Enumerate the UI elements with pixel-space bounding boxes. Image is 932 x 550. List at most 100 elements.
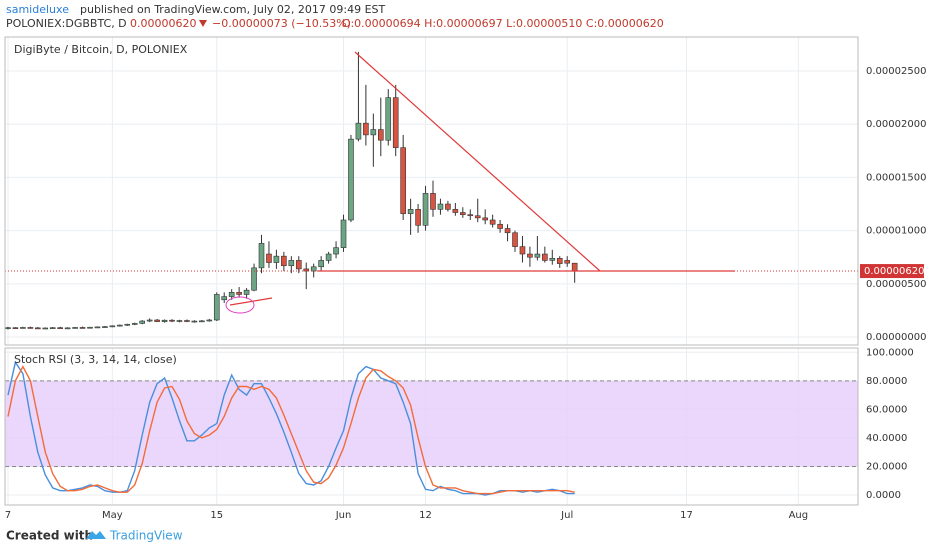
published: published on TradingView.com, July 02, 2…: [80, 3, 386, 16]
candle-body: [206, 319, 213, 322]
drawing: [229, 297, 273, 306]
candle-body: [467, 214, 474, 217]
y-tick-label: 100.0000: [866, 347, 914, 358]
candle-body: [527, 253, 533, 258]
y-tick-label: 20.0000: [866, 461, 907, 472]
candle-body: [109, 325, 116, 328]
candle-body: [392, 97, 399, 148]
stoch-title: Stoch RSI (3, 3, 14, 14, close): [14, 353, 177, 366]
x-tick-label: Jun: [335, 510, 352, 521]
y-tick-label: 0.00000500: [866, 279, 926, 290]
candle-body: [117, 324, 123, 327]
candle-body: [519, 246, 526, 255]
change: −0.00000073 (−10.53%): [212, 17, 351, 30]
candle-body: [251, 267, 257, 291]
candle-body: [94, 326, 101, 329]
candle-body: [161, 319, 168, 322]
candle-body: [57, 327, 63, 329]
candle-body: [5, 327, 11, 329]
x-tick-label: Jul: [560, 510, 573, 521]
candle-body: [79, 327, 86, 329]
y-tick-label: 0.0000: [866, 490, 901, 501]
candle-body: [534, 253, 541, 258]
candle-body: [310, 266, 317, 272]
candle-body: [452, 209, 459, 213]
y-tick-label: 0.00002000: [866, 119, 926, 130]
candle-body: [273, 255, 280, 263]
y-tick-label: 40.0000: [866, 433, 907, 444]
candle-body: [355, 122, 362, 140]
candle-body: [460, 212, 466, 215]
main-pane-border: [4, 36, 859, 346]
candle-body: [169, 319, 175, 322]
candle-body: [437, 203, 444, 210]
y-tick-label: 0.00001000: [866, 226, 926, 237]
x-tick-label: 15: [210, 510, 223, 521]
x-tick-label: 17: [680, 510, 693, 521]
band: [5, 380, 858, 467]
price: 0.00000620: [130, 17, 196, 30]
x-tick-label: Aug: [789, 510, 809, 521]
x-tick-label: May: [102, 510, 123, 521]
last-price-box: [860, 264, 924, 279]
candle-body: [571, 262, 578, 272]
trend-line: [354, 51, 601, 272]
candle-body: [400, 147, 406, 214]
candle-body: [482, 217, 488, 221]
candle-body: [340, 219, 347, 248]
x-tick-label: 12: [419, 510, 432, 521]
candle-body: [154, 319, 160, 322]
candle-body: [199, 320, 205, 323]
candle-body: [20, 327, 26, 329]
candle-body: [243, 289, 250, 295]
candle-body: [348, 138, 354, 221]
candle-body: [333, 247, 339, 255]
candle-body: [512, 232, 518, 247]
y-tick-label: 0.00002500: [866, 66, 926, 77]
candle-body: [564, 260, 571, 264]
y-tick-label: 0.00001500: [866, 172, 926, 183]
candle-body: [303, 268, 310, 272]
candle-body: [504, 228, 511, 234]
candle-body: [191, 320, 198, 323]
candle-body: [415, 209, 421, 226]
candle-body: [221, 296, 228, 301]
candle-body: [64, 327, 71, 330]
candle-body: [370, 129, 377, 136]
candle-body: [131, 323, 138, 325]
candle-body: [87, 326, 93, 329]
candle-body: [27, 327, 34, 329]
candle-body: [288, 260, 295, 267]
candle-body: [497, 223, 503, 229]
candle-body: [146, 319, 153, 322]
candle-body: [318, 260, 324, 268]
candle-body: [49, 327, 56, 329]
ohlc: O:0.00000694 H:0.00000697 L:0.00000510 C…: [342, 17, 664, 30]
candle-body: [489, 219, 496, 225]
last-price-label: 0.00000620: [864, 266, 924, 277]
footer-created: Created with: [6, 529, 93, 543]
candle-body: [42, 327, 49, 330]
logo: [86, 531, 106, 539]
candle-body: [385, 97, 392, 141]
candle-body: [124, 323, 131, 326]
x-tick-label: 7: [5, 510, 11, 521]
candle-body: [295, 260, 302, 270]
y-tick-label: 0.00000000: [866, 332, 926, 343]
main-title: DigiByte / Bitcoin, D, POLONIEX: [14, 43, 188, 56]
candle-body: [445, 203, 451, 210]
candle-body: [12, 327, 19, 329]
candle-body: [422, 193, 429, 226]
candle-body: [542, 253, 548, 261]
candle-body: [407, 209, 414, 214]
plot: 0.00000000 0.00000500 0.00001000 0.00001500…: [5, 37, 926, 521]
candle-body: [139, 320, 145, 324]
candle-body: [72, 327, 78, 329]
candle-body: [102, 326, 108, 328]
candle-body: [377, 129, 384, 141]
candle-body: [281, 255, 287, 267]
stoch-pane-border: [4, 347, 859, 506]
candle-body: [213, 294, 220, 321]
